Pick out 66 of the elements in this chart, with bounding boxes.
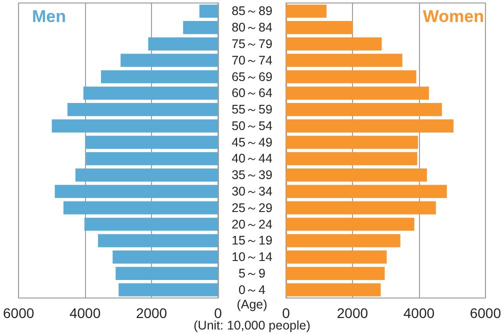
bar xyxy=(54,184,218,198)
y-tick-label: 5～9 xyxy=(238,266,266,280)
bar xyxy=(148,37,218,51)
bar xyxy=(286,86,429,100)
bar xyxy=(75,168,218,182)
y-tick-label: 85～89 xyxy=(232,4,272,18)
y-tick-label: 80～84 xyxy=(232,20,272,35)
text: Women xyxy=(422,7,484,26)
bar xyxy=(286,218,414,231)
y-tick-label: 50～54 xyxy=(232,118,272,133)
bar xyxy=(52,119,218,132)
bar xyxy=(183,21,218,34)
bar xyxy=(286,152,418,166)
x-tick-label: 0 xyxy=(282,305,290,321)
x-tick-label: 6000 xyxy=(470,305,502,321)
bar xyxy=(286,234,400,248)
bar xyxy=(85,136,218,149)
y-tick-label: 70～74 xyxy=(232,53,272,68)
y-tick-label: 15～19 xyxy=(232,234,272,248)
bar xyxy=(286,184,447,198)
x-tick-label: 2000 xyxy=(336,305,368,321)
y-tick-label: 45～49 xyxy=(232,135,272,150)
y-tick-label: 60～64 xyxy=(232,86,272,100)
y-tick-label: 10～14 xyxy=(232,250,272,264)
bar xyxy=(84,218,218,231)
bar xyxy=(286,70,416,84)
y-tick-label: 65～69 xyxy=(232,70,272,84)
y-tick-label: 75～79 xyxy=(232,36,272,51)
y-tick-label: 55～59 xyxy=(232,102,272,117)
bar xyxy=(118,283,218,296)
bar xyxy=(112,250,218,264)
bar xyxy=(86,152,218,166)
x-tick-label: 4000 xyxy=(69,305,101,321)
y-tick-label: 25～29 xyxy=(232,200,272,215)
bar xyxy=(286,102,442,116)
bar xyxy=(286,168,427,182)
y-tick-label: 20～24 xyxy=(232,217,272,232)
bar xyxy=(286,4,327,18)
bar xyxy=(116,266,218,280)
x-tick-label: 6000 xyxy=(2,305,34,321)
bar xyxy=(98,234,218,248)
text: (Unit: 10,000 people) xyxy=(194,318,310,332)
text: (Age) xyxy=(236,298,268,312)
bar xyxy=(286,201,436,214)
bar xyxy=(286,54,402,67)
x-tick-label: 0 xyxy=(214,305,222,321)
text: Men xyxy=(32,7,66,26)
bar xyxy=(286,250,387,264)
bar xyxy=(63,201,218,214)
y-tick-label: 40～44 xyxy=(232,152,272,166)
x-tick-label: 4000 xyxy=(403,305,435,321)
y-tick-label: 30～34 xyxy=(232,184,272,198)
bar xyxy=(286,136,418,149)
bar xyxy=(286,37,382,51)
bar xyxy=(67,102,218,116)
bar xyxy=(83,86,218,100)
bar xyxy=(101,70,218,84)
bar xyxy=(286,21,353,34)
x-tick-label: 2000 xyxy=(136,305,168,321)
bar xyxy=(120,54,218,67)
bar xyxy=(286,283,381,296)
bar xyxy=(199,4,218,18)
y-tick-label: 0～4 xyxy=(238,282,266,297)
bar xyxy=(286,119,454,132)
bar xyxy=(286,266,385,280)
y-tick-label: 35～39 xyxy=(232,168,272,182)
